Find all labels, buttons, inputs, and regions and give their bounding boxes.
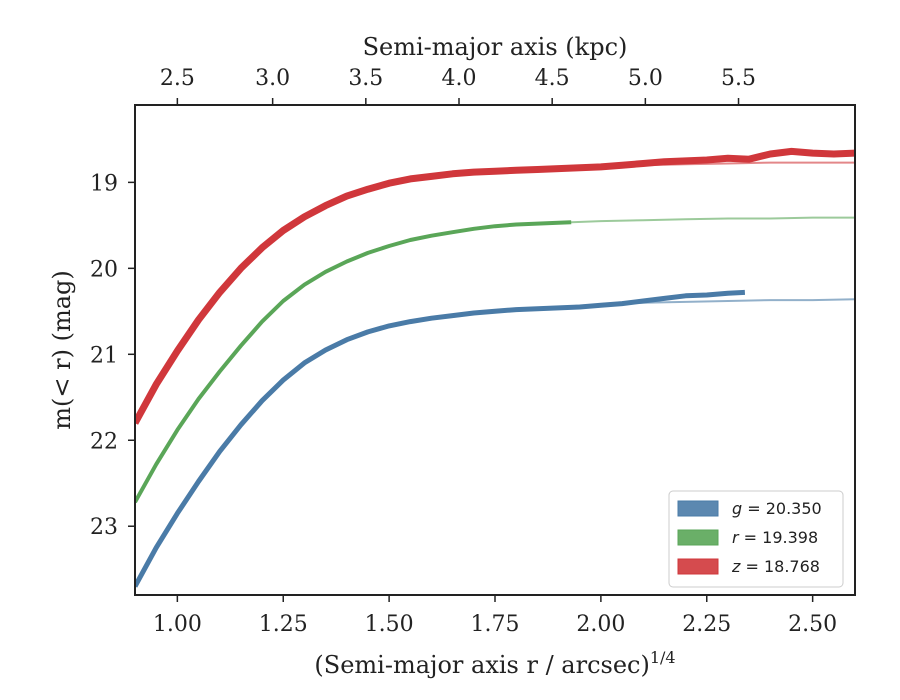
x-tick-label: 1.50 <box>365 612 414 637</box>
legend: g = 20.350 r = 19.398 z = 18.768 <box>668 490 844 588</box>
x2-tick-label: 3.0 <box>255 66 290 91</box>
series-z-profile-line <box>135 147 855 425</box>
x2-tick-label: 4.0 <box>442 66 477 91</box>
series-r-profile-line <box>135 220 572 504</box>
y-tick-label: 21 <box>90 343 118 368</box>
y-axis-ticks: 19 20 21 22 23 <box>90 171 135 540</box>
x-axis-title: (Semi-major axis r / arcsec)1/4 <box>314 648 675 679</box>
y-tick-label: 19 <box>90 171 118 196</box>
x-tick-label: 2.00 <box>576 612 625 637</box>
series-g-profile-line <box>135 289 746 588</box>
x2-axis-title: Semi-major axis (kpc) <box>363 33 628 61</box>
x-tick-label: 1.00 <box>153 612 202 637</box>
series-layer <box>135 147 855 588</box>
legend-swatch-g <box>677 500 719 517</box>
x2-tick-label: 5.0 <box>628 66 663 91</box>
x-axis-title-text: (Semi-major axis r / arcsec) <box>314 651 649 679</box>
x2-tick-label: 4.5 <box>535 66 570 91</box>
x-tick-label: 1.75 <box>471 612 520 637</box>
legend-swatch-r <box>677 529 719 546</box>
y-tick-label: 20 <box>90 257 118 282</box>
y-axis-title: m(< r) (mag) <box>48 270 76 429</box>
y-tick-label: 23 <box>90 515 118 540</box>
x2-tick-label: 2.5 <box>160 66 195 91</box>
x2-tick-label: 5.5 <box>721 66 756 91</box>
x2-tick-label: 3.5 <box>348 66 383 91</box>
x-tick-label: 2.25 <box>682 612 731 637</box>
legend-entries: g = 20.350 r = 19.398 z = 18.768 <box>677 499 822 576</box>
y-tick-label: 22 <box>90 429 118 454</box>
legend-label-g: g = 20.350 <box>732 499 822 518</box>
top-axis-ticks: 2.5 3.0 3.5 4.0 4.5 5.0 5.5 <box>160 66 756 105</box>
series-r-model-line <box>557 216 855 224</box>
legend-swatch-z <box>677 558 719 575</box>
x-tick-label: 1.25 <box>259 612 308 637</box>
legend-label-r: r = 19.398 <box>732 528 818 547</box>
legend-label-z: z = 18.768 <box>731 557 820 576</box>
x-axis-ticks: 1.00 1.25 1.50 1.75 2.00 2.25 2.50 <box>153 595 837 637</box>
x-axis-title-exponent: 1/4 <box>650 648 676 667</box>
x-tick-label: 2.50 <box>788 612 837 637</box>
